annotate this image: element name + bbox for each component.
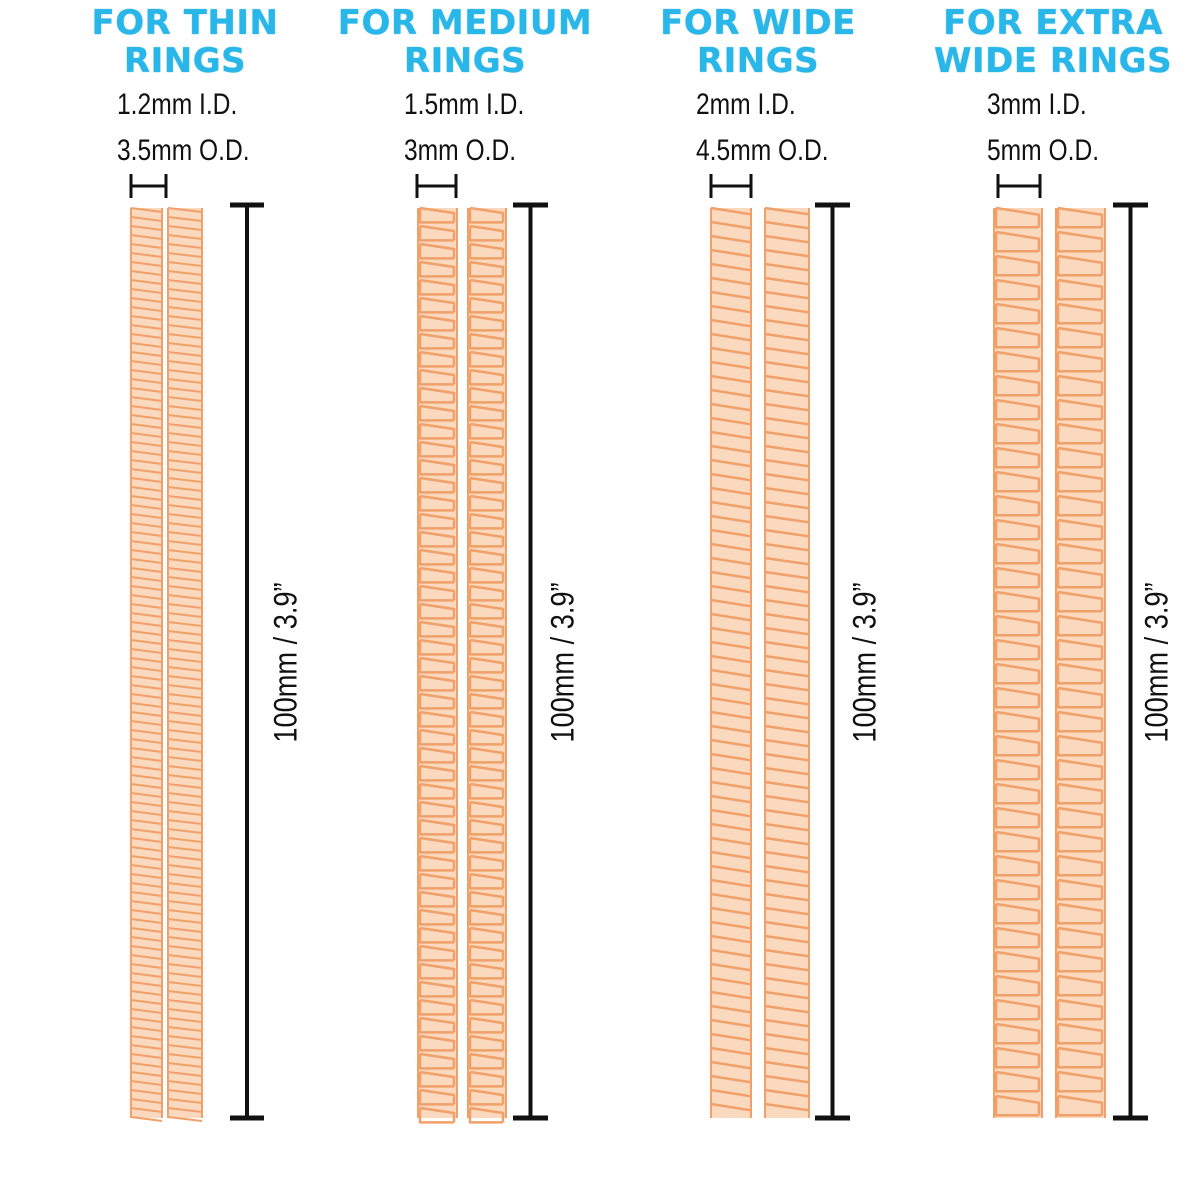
inner-diameter-label: 3mm I.D. xyxy=(987,88,1087,121)
spring-coils xyxy=(764,206,810,1112)
title-line-2: WIDE RINGS xyxy=(933,41,1173,81)
outer-diameter-label: 3.5mm O.D. xyxy=(117,134,250,167)
spring-body xyxy=(993,208,1043,1118)
outer-diameter-label: 3mm O.D. xyxy=(404,134,517,167)
column-title: FOR EXTRA WIDE RINGS xyxy=(903,4,1200,80)
inner-diameter-label: 1.2mm I.D. xyxy=(117,88,238,121)
spring-coils xyxy=(994,206,1041,1117)
spring-body xyxy=(764,208,810,1118)
column-thin: FOR THIN RINGS 1.2mm I.D. 3.5mm O.D. xyxy=(35,0,335,1195)
title-line-1: FOR EXTRA xyxy=(943,3,1163,43)
spring-body xyxy=(1055,208,1106,1118)
spring-body xyxy=(467,208,507,1118)
title-line-2: RINGS xyxy=(123,41,247,81)
inner-diameter-label: 2mm I.D. xyxy=(696,88,796,121)
spring-body xyxy=(417,208,458,1118)
spring-coils xyxy=(468,206,505,1124)
column-title: FOR WIDE RINGS xyxy=(608,4,908,80)
column-extra-wide: FOR EXTRA WIDE RINGS 3mm I.D. 5mm O.D. xyxy=(903,0,1200,1195)
title-line-2: RINGS xyxy=(696,41,820,81)
spring-body xyxy=(710,208,752,1118)
inner-diameter-label: 1.5mm I.D. xyxy=(404,88,525,121)
spring-coils xyxy=(167,207,203,1123)
spring-coils xyxy=(1056,206,1104,1117)
title-line-1: FOR MEDIUM xyxy=(337,3,593,43)
column-wide: FOR WIDE RINGS 2mm I.D. 4.5mm O.D. xyxy=(608,0,908,1195)
title-line-2: RINGS xyxy=(403,41,527,81)
title-line-1: FOR THIN xyxy=(91,3,279,43)
column-title: FOR THIN RINGS xyxy=(35,4,335,80)
spring-coils xyxy=(130,207,163,1123)
column-title: FOR MEDIUM RINGS xyxy=(315,4,615,80)
column-medium: FOR MEDIUM RINGS 1.5mm I.D. 3mm O.D. xyxy=(315,0,615,1195)
spring-coils xyxy=(418,206,456,1124)
spring-coils xyxy=(710,206,752,1112)
outer-diameter-label: 5mm O.D. xyxy=(987,134,1100,167)
title-line-1: FOR WIDE xyxy=(660,3,856,43)
outer-diameter-label: 4.5mm O.D. xyxy=(696,134,829,167)
